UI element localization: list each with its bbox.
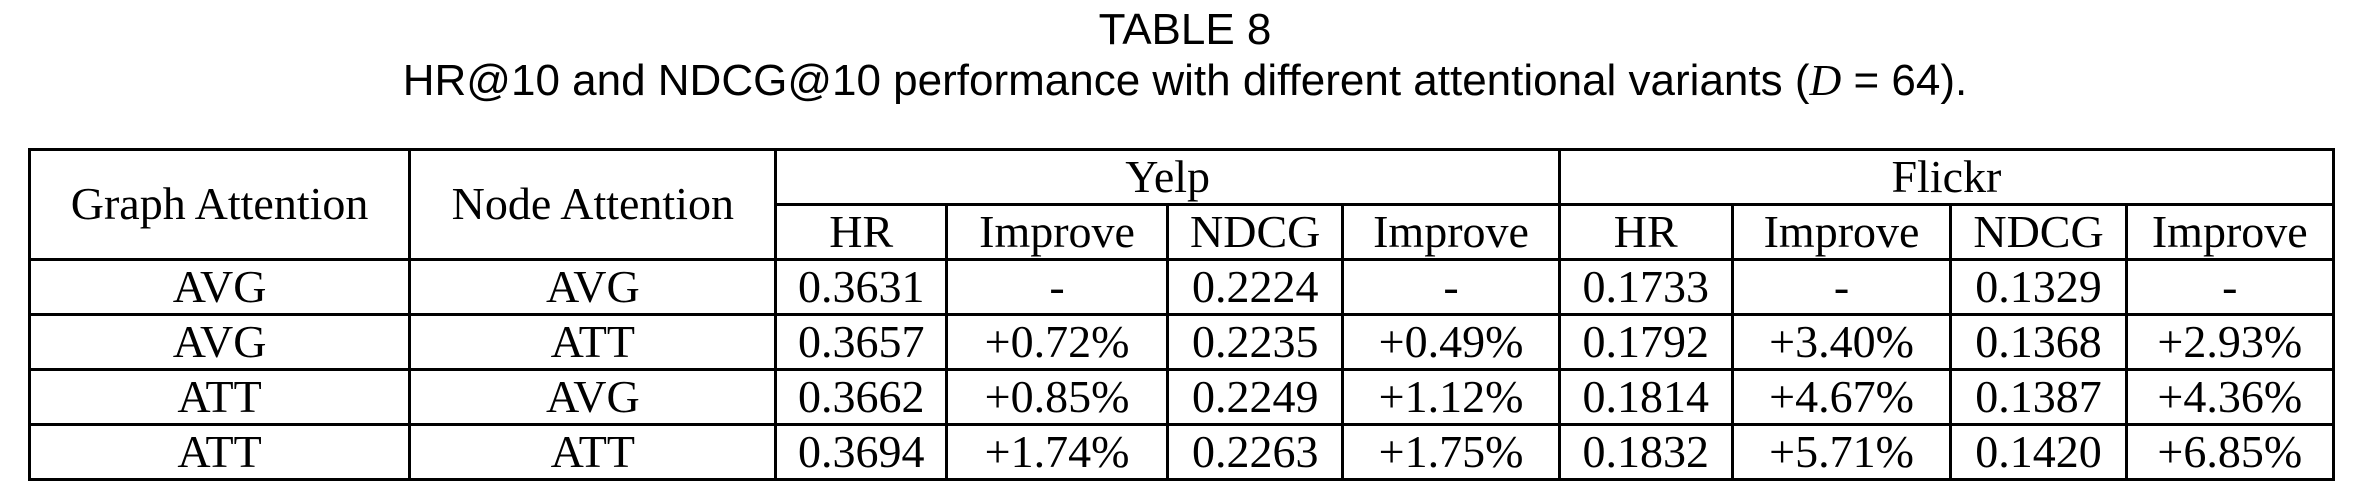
col-header-node-attention: Node Attention [408,148,778,261]
metric-header-flickr-ndcg: NDCG [1949,203,2128,261]
cell-value: 0.1733 [1557,258,1734,316]
table-row: ATT ATT 0.3694 +1.74% 0.2263 +1.75% 0.18… [27,423,2336,481]
cell-value: 0.1832 [1557,423,1734,481]
metric-header-flickr-hr: HR [1557,203,1734,261]
table-caption: HR@10 and NDCG@10 performance with diffe… [0,55,2370,106]
cell-value: 0.3694 [774,423,948,481]
cell-node-attention: AVG [408,368,778,426]
cell-value: +0.49% [1341,313,1561,371]
metric-header-yelp-ndcg: NDCG [1166,203,1345,261]
caption-text-post: = 64). [1841,56,1968,105]
cell-value: 0.2235 [1166,313,1345,371]
metric-header-flickr-hr-improve: Improve [1730,203,1953,261]
caption-text-pre: HR@10 and NDCG@10 performance with diffe… [402,56,1810,105]
cell-node-attention: AVG [408,258,778,316]
cell-value: - [1341,258,1561,316]
cell-value: 0.1329 [1949,258,2128,316]
cell-value: +3.40% [1730,313,1953,371]
cell-value: 0.3657 [774,313,948,371]
cell-value: 0.1420 [1949,423,2128,481]
table-row: AVG ATT 0.3657 +0.72% 0.2235 +0.49% 0.17… [27,313,2336,371]
cell-value: 0.2224 [1166,258,1345,316]
group-header-flickr: Flickr [1557,148,2336,206]
cell-value: 0.2263 [1166,423,1345,481]
cell-value: +1.12% [1341,368,1561,426]
cell-value: - [944,258,1170,316]
cell-value: 0.1368 [1949,313,2128,371]
table-row: AVG AVG 0.3631 - 0.2224 - 0.1733 - 0.132… [27,258,2336,316]
cell-graph-attention: AVG [27,258,412,316]
header-row-groups: Graph Attention Node Attention Yelp Flic… [27,148,2336,261]
metric-header-yelp-hr: HR [774,203,948,261]
cell-node-attention: ATT [408,313,778,371]
table-caption-block: TABLE 8 HR@10 and NDCG@10 performance wi… [0,4,2370,106]
cell-value: 0.3662 [774,368,948,426]
cell-value: - [1730,258,1953,316]
cell-value: +4.67% [1730,368,1953,426]
cell-value: +1.75% [1341,423,1561,481]
results-table: Graph Attention Node Attention Yelp Flic… [27,148,2336,481]
metric-header-yelp-hr-improve: Improve [944,203,1170,261]
cell-value: +4.36% [2124,368,2336,426]
caption-math-variable: D [1809,56,1842,105]
cell-value: 0.1387 [1949,368,2128,426]
cell-value: 0.1792 [1557,313,1734,371]
cell-value: +1.74% [944,423,1170,481]
cell-value: +0.72% [944,313,1170,371]
cell-value: +5.71% [1730,423,1953,481]
cell-graph-attention: AVG [27,313,412,371]
metric-header-flickr-ndcg-improve: Improve [2124,203,2336,261]
cell-value: +2.93% [2124,313,2336,371]
cell-graph-attention: ATT [27,423,412,481]
cell-value: 0.1814 [1557,368,1734,426]
cell-value: 0.2249 [1166,368,1345,426]
table-row: ATT AVG 0.3662 +0.85% 0.2249 +1.12% 0.18… [27,368,2336,426]
cell-value: +0.85% [944,368,1170,426]
cell-node-attention: ATT [408,423,778,481]
cell-value: +6.85% [2124,423,2336,481]
cell-value: 0.3631 [774,258,948,316]
header-row-metrics: HR Improve NDCG Improve HR Improve NDCG … [30,203,2336,261]
metric-header-yelp-ndcg-improve: Improve [1341,203,1561,261]
col-header-graph-attention: Graph Attention [27,148,412,261]
group-header-yelp: Yelp [774,148,1561,206]
cell-graph-attention: ATT [27,368,412,426]
cell-value: - [2124,258,2336,316]
table-number: TABLE 8 [1098,5,1272,54]
